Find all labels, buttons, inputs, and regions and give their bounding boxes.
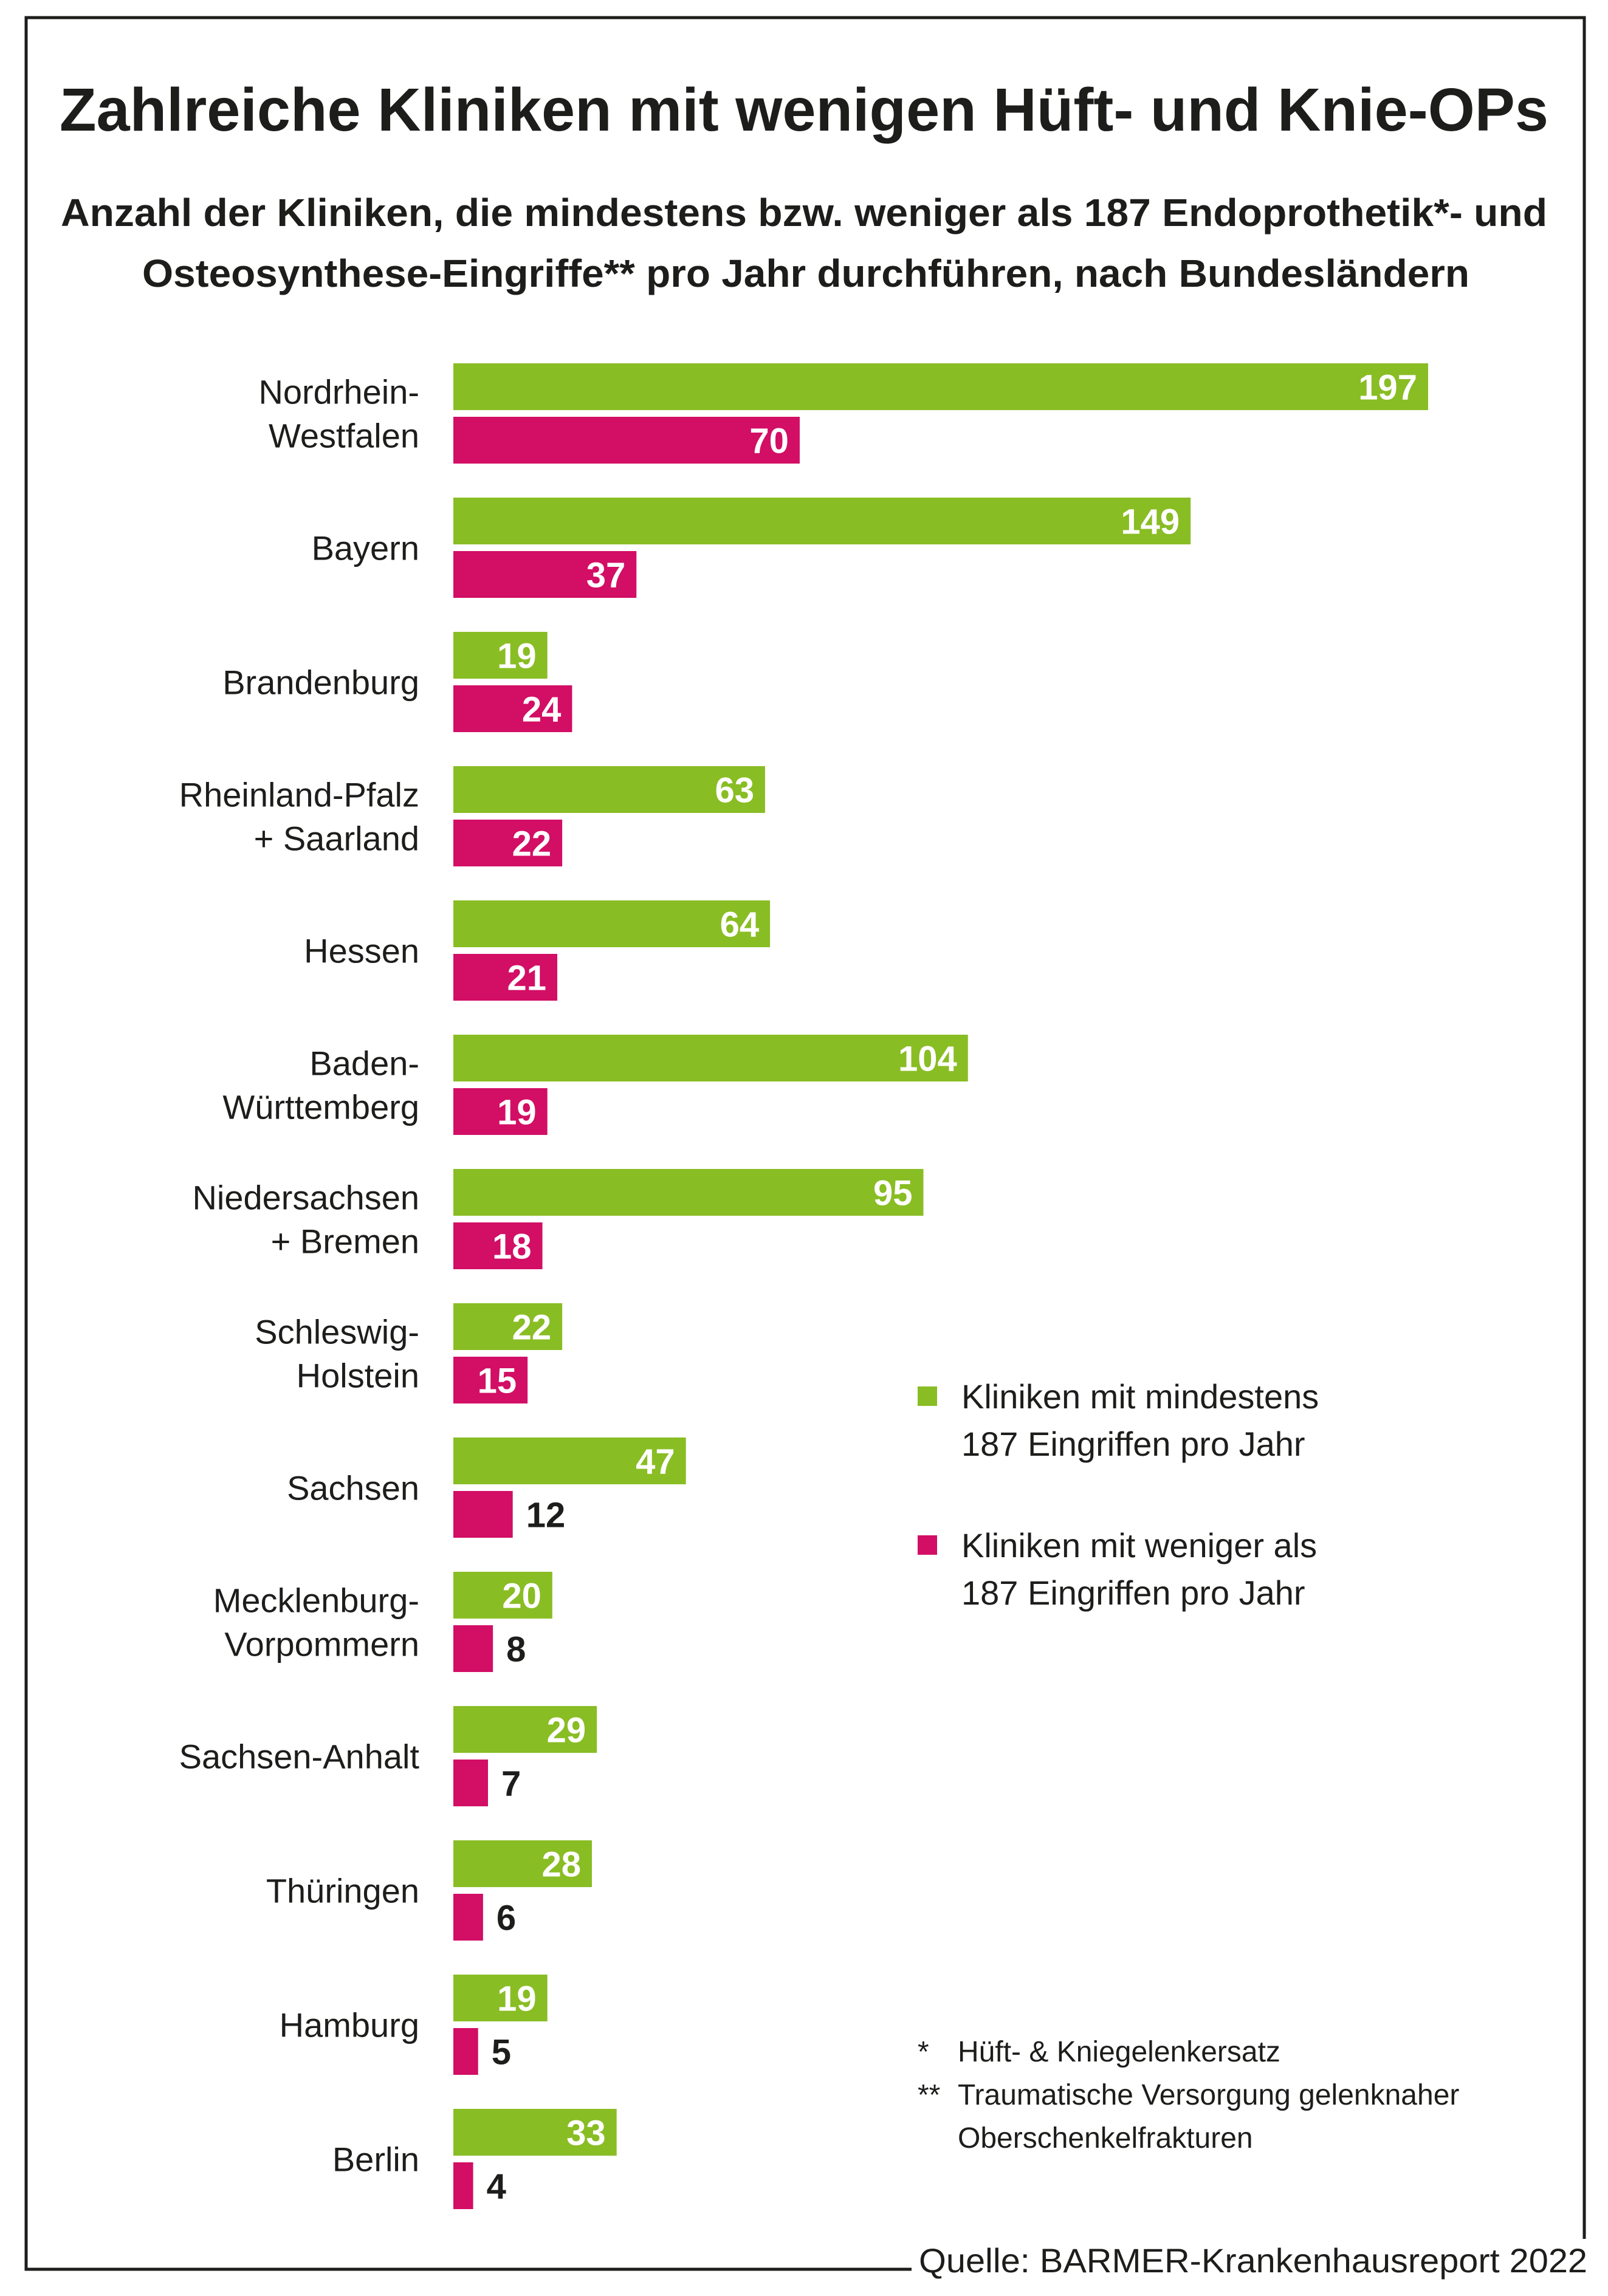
legend-label: 187 Eingriffen pro Jahr [961, 1574, 1305, 1612]
bar-under-187 [453, 417, 800, 464]
bar-min-187 [453, 1975, 548, 2021]
bar-under-187 [453, 954, 557, 1001]
data-label: 18 [492, 1227, 532, 1267]
chart-title: Zahlreiche Kliniken mit wenigen Hüft- un… [60, 76, 1548, 144]
bar-under-187 [453, 1760, 488, 1806]
source-note: Quelle: BARMER-Krankenhausreport 2022 [919, 2241, 1587, 2280]
chart-subtitle-line-2: Osteosynthese-Eingriffe** pro Jahr durch… [142, 252, 1469, 295]
category-label: Thüringen [266, 1872, 419, 1910]
data-label: 37 [586, 556, 626, 595]
data-label: 47 [636, 1442, 675, 1482]
bar-min-187 [453, 1572, 552, 1619]
data-label: 19 [497, 1093, 537, 1133]
bar-min-187 [453, 632, 548, 679]
bar-min-187 [453, 1035, 968, 1081]
category-label: Baden- [309, 1044, 419, 1083]
bar-min-187 [453, 1706, 597, 1753]
category-label: Hamburg [280, 2006, 419, 2044]
bar-under-187 [453, 2162, 473, 2209]
data-label: 6 [496, 1899, 516, 1938]
bar-under-187 [453, 1894, 483, 1941]
category-label: Württemberg [222, 1088, 419, 1126]
category-label: Mecklenburg- [213, 1581, 419, 1620]
legend-label: 187 Eingriffen pro Jahr [961, 1425, 1305, 1463]
category-label: Hessen [304, 932, 419, 970]
footnote-text: Oberschenkelfrakturen [958, 2122, 1253, 2154]
bar-under-187 [453, 1088, 548, 1135]
chart-subtitle-line-1: Anzahl der Kliniken, die mindestens bzw.… [61, 191, 1547, 235]
data-label: 24 [522, 690, 562, 730]
bars-group: Nordrhein-Westfalen19770Bayern14937Brand… [179, 363, 1428, 2209]
bar-under-187 [453, 820, 563, 866]
bar-min-187 [453, 363, 1428, 410]
legend-label: Kliniken mit mindestens [961, 1377, 1319, 1416]
category-label: Sachsen [287, 1469, 419, 1507]
category-label: Rheinland-Pfalz [179, 776, 419, 814]
bar-min-187 [453, 1438, 686, 1484]
legend-label: Kliniken mit weniger als [961, 1526, 1317, 1564]
category-label: + Saarland [254, 820, 419, 858]
data-label: 95 [873, 1174, 913, 1213]
data-label: 29 [547, 1711, 586, 1750]
bar-min-187 [453, 1840, 592, 1887]
data-label: 70 [749, 422, 789, 461]
bar-min-187 [453, 1169, 924, 1216]
category-label: Vorpommern [224, 1625, 419, 1664]
bar-under-187 [453, 1222, 543, 1269]
data-label: 5 [492, 2033, 511, 2072]
source-background [912, 2239, 1608, 2296]
category-label: Bayern [312, 529, 419, 567]
footnote-mark: ** [918, 2079, 940, 2111]
footnote-text: Hüft- & Kniegelenkersatz [958, 2036, 1280, 2068]
data-label: 20 [502, 1577, 541, 1616]
data-label: 7 [501, 1764, 521, 1804]
bar-min-187 [453, 900, 771, 947]
data-label: 149 [1121, 502, 1180, 542]
data-label: 22 [512, 824, 552, 864]
legend: Kliniken mit mindestens 187 Eingriffen pr… [918, 1377, 1319, 1612]
footnotes: * Hüft- & Kniegelenkersatz ** Traumatische … [918, 2036, 1459, 2154]
legend-swatch [918, 1535, 937, 1555]
data-label: 15 [478, 1362, 517, 1401]
category-label: Sachsen-Anhalt [179, 1738, 420, 1776]
bar-under-187 [453, 1491, 513, 1538]
category-label: Nordrhein- [258, 373, 419, 411]
data-label: 104 [898, 1040, 957, 1079]
data-label: 12 [526, 1496, 566, 1535]
frame-border [24, 16, 1586, 2271]
bar-under-187 [453, 1357, 528, 1403]
bar-under-187 [453, 2028, 478, 2075]
legend-swatch [918, 1386, 937, 1406]
data-label: 8 [506, 1630, 526, 1670]
bar-min-187 [453, 2109, 617, 2156]
data-label: 197 [1358, 368, 1417, 408]
category-label: Niedersachsen [192, 1179, 419, 1217]
data-label: 33 [566, 2114, 606, 2153]
category-label: Schleswig- [255, 1313, 419, 1351]
data-label: 19 [497, 1979, 537, 2019]
bar-min-187 [453, 766, 765, 813]
bar-under-187 [453, 1625, 493, 1672]
category-label: Berlin [332, 2140, 419, 2179]
bar-under-187 [453, 551, 637, 598]
data-label: 28 [541, 1845, 581, 1885]
data-label: 4 [487, 2167, 506, 2207]
bar-min-187 [453, 498, 1191, 544]
data-label: 64 [720, 905, 760, 945]
category-label: Holstein [297, 1357, 419, 1395]
category-label: + Bremen [271, 1222, 419, 1261]
bar-min-187 [453, 1303, 563, 1350]
data-label: 21 [507, 959, 546, 998]
data-label: 22 [512, 1308, 552, 1348]
bar-under-187 [453, 685, 572, 732]
footnote-text: Traumatische Versorgung gelenknaher [958, 2079, 1459, 2111]
data-label: 19 [497, 637, 537, 676]
data-label: 63 [715, 771, 754, 810]
category-label: Brandenburg [222, 663, 419, 702]
category-label: Westfalen [269, 417, 419, 455]
footnote-mark: * [918, 2036, 929, 2068]
